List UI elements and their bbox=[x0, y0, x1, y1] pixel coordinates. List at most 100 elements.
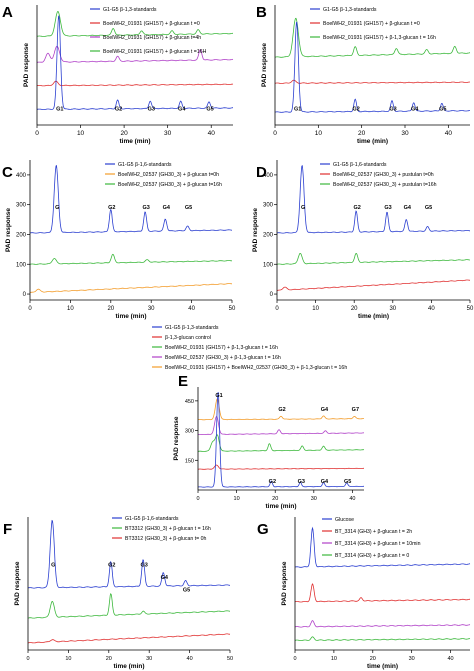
panel-label: E bbox=[178, 373, 188, 390]
panel-a: A 0 10 20 30 40 time (min) PAD response G1 G2 G3 G4… bbox=[2, 4, 234, 145]
peak-label: G4 bbox=[163, 205, 171, 211]
peak-label: G4 bbox=[411, 107, 419, 113]
series-line bbox=[198, 415, 364, 435]
y-axis-label: PAD response bbox=[252, 208, 259, 252]
x-tick-label: 0 bbox=[28, 306, 32, 312]
x-tick-label: 20 bbox=[351, 306, 358, 312]
series-line bbox=[197, 434, 365, 452]
legend-entry: BoelWH2_01931 (GH157) + β-glucan t =16H bbox=[103, 49, 207, 55]
legend-entry: BoelWH2_01931 (GH157) + BoelWH2_02537 (G… bbox=[165, 365, 347, 371]
x-tick-label: 30 bbox=[164, 130, 172, 137]
series-line bbox=[274, 21, 470, 113]
peak-label: G5 bbox=[425, 205, 432, 211]
x-axis-label: time (min) bbox=[115, 313, 146, 320]
series-line bbox=[36, 80, 234, 87]
x-tick-label: 40 bbox=[187, 656, 193, 662]
x-tick-label: 0 bbox=[275, 306, 279, 312]
peak-label: G3 bbox=[142, 205, 149, 211]
peak-label: G5 bbox=[183, 587, 190, 593]
x-tick-label: 10 bbox=[67, 306, 74, 312]
x-tick-label: 40 bbox=[188, 306, 195, 312]
peak-label: G4 bbox=[404, 205, 412, 211]
panel-label: F bbox=[3, 521, 12, 538]
peak-label: G1 bbox=[294, 107, 301, 113]
peak-label: G3 bbox=[298, 479, 305, 485]
legend-entry: G1-G5 β-1,3-standards bbox=[323, 7, 377, 13]
x-tick-label: 40 bbox=[445, 130, 453, 137]
legend-entry: BoelWH2_01931 (GH157) + β-glucan t=4h bbox=[103, 35, 201, 41]
x-tick-label: 10 bbox=[315, 130, 323, 137]
series-line bbox=[36, 11, 233, 37]
x-tick-label: 40 bbox=[349, 496, 355, 502]
peak-label: G5 bbox=[206, 107, 213, 113]
legend-entry: BoelWH2_01931 (GH157) + β-1,3-glucan t =… bbox=[323, 35, 436, 41]
series-line bbox=[294, 620, 471, 628]
x-axis-label: time (min) bbox=[119, 138, 150, 145]
x-axis-label: time (min) bbox=[265, 503, 296, 510]
legend-entry: BoelWH2_02537 (GH30_3) + β-glucan t=16h bbox=[118, 182, 222, 188]
x-tick-label: 0 bbox=[26, 656, 29, 662]
x-tick-label: 0 bbox=[196, 496, 199, 502]
legend-entry: BoelWH2_01931 (GH157) + β-glucan t =0 bbox=[103, 21, 200, 27]
x-tick-label: 20 bbox=[107, 306, 114, 312]
peak-label: G4 bbox=[161, 575, 169, 581]
panel-c: C 0 10 20 30 40 50 0 100 200 300 400 time (min) PAD r… bbox=[2, 160, 236, 320]
panel-b: B 0 10 20 30 40 time (min) PAD response G1 G2 G3 G4… bbox=[256, 4, 471, 145]
y-tick-label: 0 bbox=[23, 292, 27, 298]
legend-entry: BoelWH2_01931 (GH157) + β-glucan t =0 bbox=[323, 21, 420, 27]
y-tick-label: 100 bbox=[263, 262, 274, 268]
peak-label: G5 bbox=[344, 479, 351, 485]
legend-entry: β-1,3-glucan control bbox=[165, 335, 211, 341]
y-tick-label: 300 bbox=[185, 429, 194, 435]
peak-label: G2 bbox=[278, 407, 285, 413]
x-tick-label: 10 bbox=[65, 656, 71, 662]
x-tick-label: 30 bbox=[146, 656, 152, 662]
y-tick-label: 0 bbox=[270, 292, 274, 298]
legend-entry: G1-G5 β-1,6-standards bbox=[118, 162, 172, 168]
x-tick-label: 30 bbox=[148, 306, 155, 312]
peak-label: G bbox=[301, 205, 305, 211]
series-line bbox=[198, 464, 364, 470]
series-line bbox=[276, 279, 471, 291]
peak-label: G3 bbox=[148, 107, 155, 113]
legend-entry: G1-G5 β-1,6-standards bbox=[333, 162, 387, 168]
legend-entry: G1-G5 β-1,3-standards bbox=[165, 325, 219, 331]
panel-d: D 0 10 20 30 40 50 0 100 200 300 400 time (min) PAD r… bbox=[252, 160, 474, 320]
x-tick-label: 40 bbox=[447, 656, 453, 662]
peak-label: G2 bbox=[269, 479, 276, 485]
x-tick-label: 20 bbox=[358, 130, 366, 137]
legend-entry: Glucose bbox=[335, 517, 354, 523]
peak-label: G7 bbox=[352, 407, 359, 413]
peak-label: G3 bbox=[140, 563, 147, 569]
y-tick-label: 400 bbox=[16, 173, 27, 179]
x-tick-label: 50 bbox=[229, 306, 236, 312]
x-tick-label: 20 bbox=[370, 656, 376, 662]
panel-label: D bbox=[256, 164, 267, 181]
legend-entry: BT_3314 (GH3) + β-glucan t = 10min bbox=[335, 541, 421, 547]
x-tick-label: 10 bbox=[331, 656, 337, 662]
peak-label: G1 bbox=[56, 107, 63, 113]
x-tick-label: 0 bbox=[35, 130, 39, 137]
x-tick-label: 50 bbox=[227, 656, 233, 662]
legend-entry: BT_3314 (GH3) + β-glucan t = 0 bbox=[335, 553, 409, 559]
series-line bbox=[276, 164, 470, 234]
legend-entry: BoelWH2_01931 (GH157) + β-1,3-glucan t =… bbox=[165, 345, 278, 351]
panel-f: F 0 10 20 30 40 50 time (min) PAD response G G2 G3 G… bbox=[3, 516, 233, 670]
peak-label: G4 bbox=[321, 407, 329, 413]
legend-entry: BoelWH2_02537 (GH30_3) + β-1,3-glucan t … bbox=[165, 355, 281, 361]
y-axis-label: PAD response bbox=[281, 561, 288, 605]
legend-entry: BoelWH2_02537 (GH30_3) + β-glucan t=0h bbox=[118, 172, 219, 178]
peak-label: G2 bbox=[115, 107, 122, 113]
y-tick-label: 300 bbox=[16, 203, 27, 209]
x-tick-label: 20 bbox=[272, 496, 278, 502]
panel-label: A bbox=[2, 4, 13, 21]
x-axis-label: time (min) bbox=[367, 663, 398, 670]
x-tick-label: 30 bbox=[311, 496, 317, 502]
x-tick-label: 20 bbox=[120, 130, 128, 137]
x-tick-label: 40 bbox=[208, 130, 216, 137]
peak-label: G5 bbox=[439, 107, 446, 113]
peak-label: G2 bbox=[352, 107, 359, 113]
series-line bbox=[198, 392, 364, 488]
series-line bbox=[197, 398, 365, 421]
